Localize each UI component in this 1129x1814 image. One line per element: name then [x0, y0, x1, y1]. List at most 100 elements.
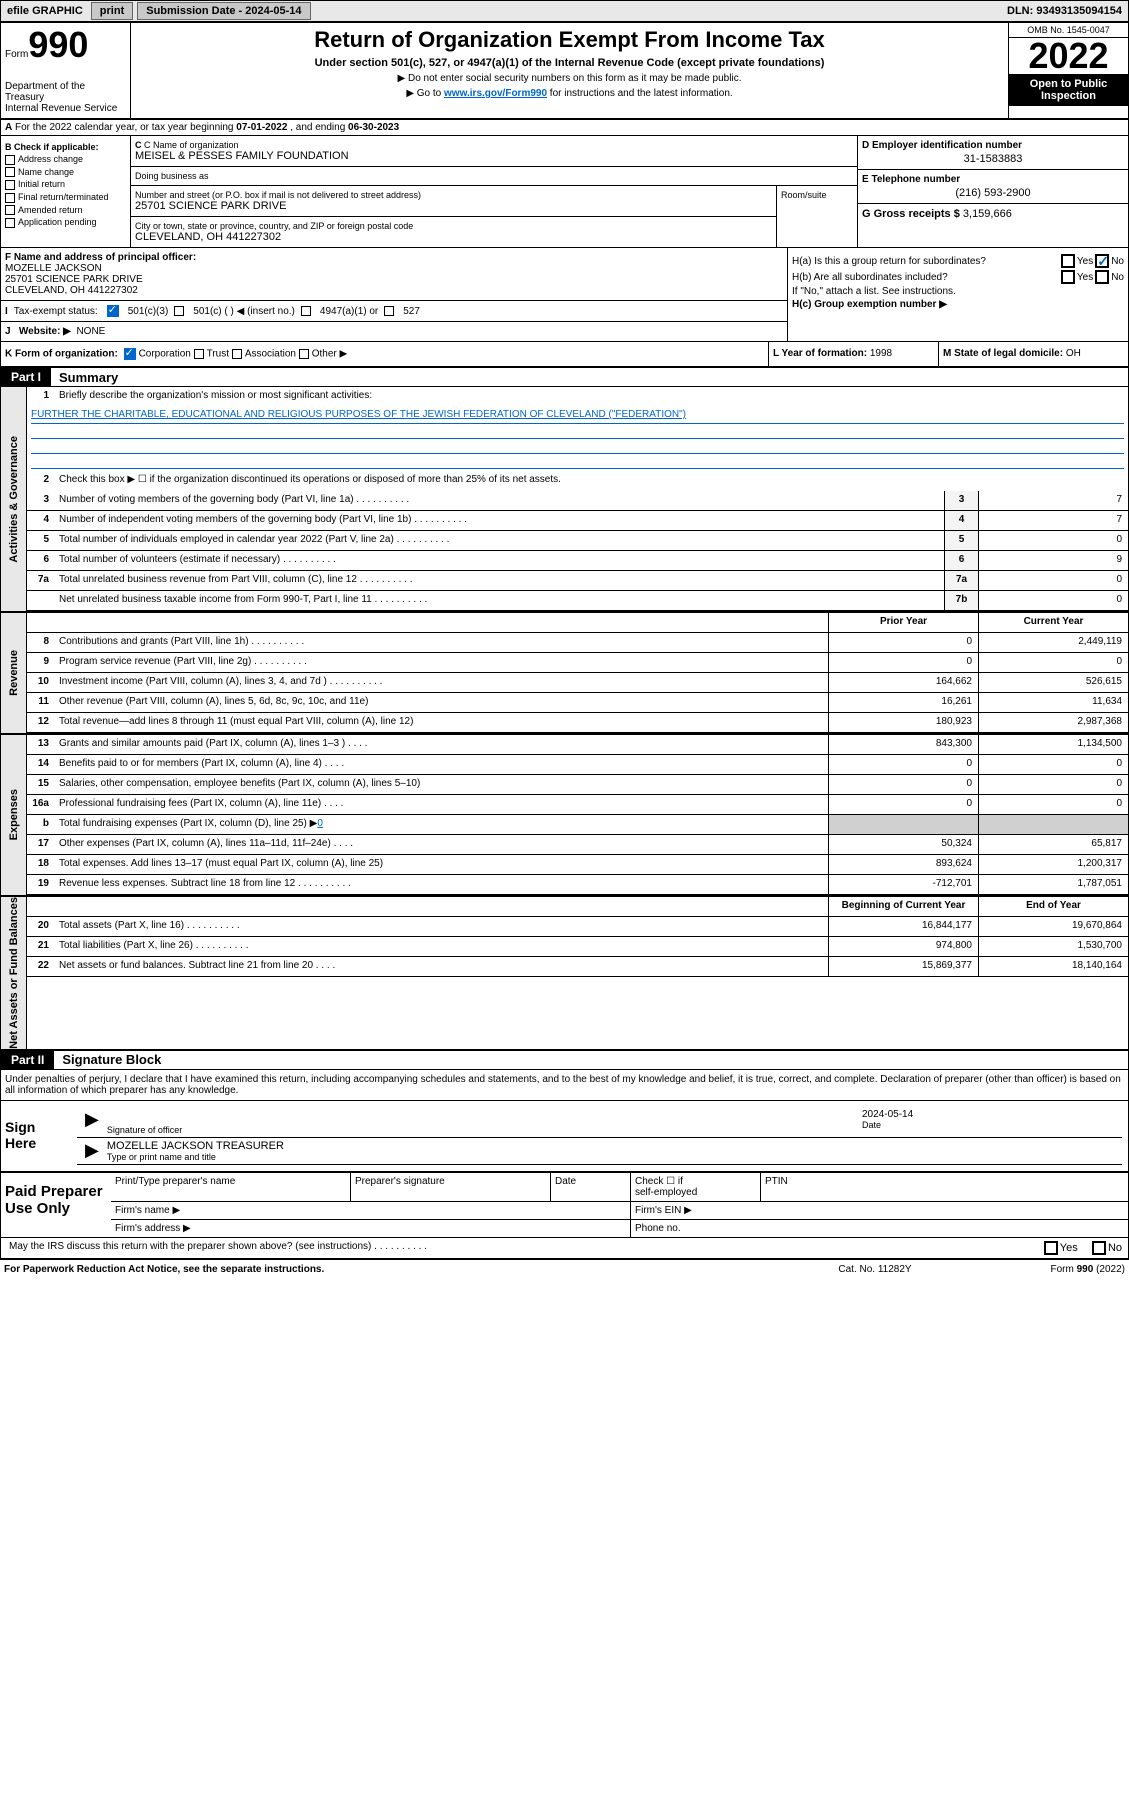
part-2-tag: Part II	[1, 1051, 54, 1069]
addr-label: Number and street (or P.O. box if mail i…	[135, 190, 772, 200]
officer-addr1: 25701 SCIENCE PARK DRIVE	[5, 274, 143, 285]
line-21-prior: 974,800	[828, 937, 978, 956]
chk-501c3[interactable]	[107, 305, 119, 317]
line-12-label: Total revenue—add lines 8 through 11 (mu…	[55, 713, 828, 732]
side-tab-net-assets: Net Assets or Fund Balances	[1, 897, 27, 1049]
efile-label: efile GRAPHIC	[1, 5, 89, 17]
chk-other[interactable]	[299, 349, 309, 359]
chk-address-change[interactable]: Address change	[5, 154, 126, 165]
ha-label: H(a) Is this a group return for subordin…	[792, 256, 1059, 267]
chk-corp[interactable]	[124, 348, 136, 360]
print-button[interactable]: print	[91, 2, 133, 20]
line-17-prior: 50,324	[828, 835, 978, 854]
chk-hb-no[interactable]	[1095, 270, 1109, 284]
line-17-label: Other expenses (Part IX, column (A), lin…	[55, 835, 828, 854]
col-l-year: L Year of formation: 1998	[768, 342, 938, 366]
topbar: efile GRAPHIC print Submission Date - 20…	[0, 0, 1129, 22]
chk-ha-no[interactable]	[1095, 254, 1109, 268]
part-1-header: Part I Summary	[1, 368, 1128, 387]
cell-i-tax-status: I Tax-exempt status: 501(c)(3) 501(c) ( …	[1, 301, 787, 322]
line-7a-val: 0	[978, 571, 1128, 590]
col-beginning: Beginning of Current Year	[828, 897, 978, 916]
line-21-label: Total liabilities (Part X, line 26)	[55, 937, 828, 956]
chk-trust[interactable]	[194, 349, 204, 359]
section-activities: Activities & Governance 1 Briefly descri…	[1, 387, 1128, 613]
tax-year: 2022	[1009, 38, 1128, 74]
officer-name: MOZELLE JACKSON	[5, 263, 102, 274]
col-b-checkboxes: B Check if applicable: Address change Na…	[1, 136, 131, 247]
chk-final-return[interactable]: Final return/terminated	[5, 192, 126, 203]
chk-name-change[interactable]: Name change	[5, 167, 126, 178]
line-2-label: Check this box ▶ ☐ if the organization d…	[55, 471, 1128, 491]
col-k-form-org: K Form of organization: Corporation Trus…	[1, 342, 768, 366]
ein-value: 31-1583883	[862, 153, 1124, 165]
section-revenue: Revenue Prior YearCurrent Year 8Contribu…	[1, 613, 1128, 735]
col-d-ein-phone: D Employer identification number 31-1583…	[858, 136, 1128, 247]
line-18-label: Total expenses. Add lines 13–17 (must eq…	[55, 855, 828, 874]
footer-mid: Cat. No. 11282Y	[775, 1264, 975, 1275]
line-13-label: Grants and similar amounts paid (Part IX…	[55, 735, 828, 754]
chk-4947[interactable]	[301, 306, 311, 316]
chk-hb-yes[interactable]	[1061, 270, 1075, 284]
footer-left: For Paperwork Reduction Act Notice, see …	[4, 1264, 775, 1275]
row-a-tax-year: A For the 2022 calendar year, or tax yea…	[1, 120, 1128, 136]
irs-discuss-text: May the IRS discuss this return with the…	[1, 1238, 928, 1258]
line-16a-label: Professional fundraising fees (Part IX, …	[55, 795, 828, 814]
signature-intro: Under penalties of perjury, I declare th…	[1, 1070, 1128, 1101]
mission-text: FURTHER THE CHARITABLE, EDUCATIONAL AND …	[27, 407, 1128, 471]
arrow-icon: ▶	[77, 1140, 107, 1162]
form-link-row: ▶ Go to www.irs.gov/Form990 for instruct…	[139, 88, 1000, 99]
part-2-header: Part II Signature Block	[1, 1051, 1128, 1070]
chk-amended-return[interactable]: Amended return	[5, 205, 126, 216]
line-9-current: 0	[978, 653, 1128, 672]
irs-link[interactable]: www.irs.gov/Form990	[444, 88, 547, 99]
line-11-current: 11,634	[978, 693, 1128, 712]
chk-ha-yes[interactable]	[1061, 254, 1075, 268]
sig-name-title-label: Type or print name and title	[107, 1152, 1122, 1162]
sig-name-title: MOZELLE JACKSON TREASURER	[107, 1140, 1122, 1152]
city-value: CLEVELAND, OH 441227302	[135, 231, 772, 243]
hb-note: If "No," attach a list. See instructions…	[792, 286, 1124, 297]
submission-date-button[interactable]: Submission Date - 2024-05-14	[137, 2, 310, 20]
line-4-val: 7	[978, 511, 1128, 530]
line-7b-label: Net unrelated business taxable income fr…	[55, 591, 944, 610]
line-13-prior: 843,300	[828, 735, 978, 754]
chk-discuss-no[interactable]	[1092, 1241, 1106, 1255]
form-number: 990	[28, 27, 88, 63]
chk-application-pending[interactable]: Application pending	[5, 217, 126, 228]
form-subtitle: Under section 501(c), 527, or 4947(a)(1)…	[139, 57, 1000, 69]
chk-discuss-yes[interactable]	[1044, 1241, 1058, 1255]
cell-j-website: J Website: ▶ NONE	[1, 322, 787, 341]
section-expenses: Expenses 13Grants and similar amounts pa…	[1, 735, 1128, 897]
line-11-label: Other revenue (Part VIII, column (A), li…	[55, 693, 828, 712]
chk-assoc[interactable]	[232, 349, 242, 359]
link-pre: ▶ Go to	[406, 88, 444, 99]
header-right: OMB No. 1545-0047 2022 Open to Public In…	[1008, 23, 1128, 118]
line-10-prior: 164,662	[828, 673, 978, 692]
line-3-val: 7	[978, 491, 1128, 510]
chk-527[interactable]	[384, 306, 394, 316]
mission-line-1: FURTHER THE CHARITABLE, EDUCATIONAL AND …	[31, 409, 1124, 424]
cell-f-officer: F Name and address of principal officer:…	[1, 248, 787, 301]
paid-c4: Check ☐ ifself-employed	[631, 1173, 761, 1201]
line-8-label: Contributions and grants (Part VIII, lin…	[55, 633, 828, 652]
org-name-label: C C Name of organization	[135, 140, 853, 150]
sign-here-label: Sign Here	[1, 1101, 71, 1171]
paid-preparer-block: Paid Preparer Use Only Print/Type prepar…	[1, 1173, 1128, 1238]
side-tab-activities: Activities & Governance	[1, 387, 27, 611]
line-10-current: 526,615	[978, 673, 1128, 692]
line-18-prior: 893,624	[828, 855, 978, 874]
sign-here-block: Sign Here ▶ Signature of officer 2024-05…	[1, 1101, 1128, 1173]
paid-preparer-label: Paid Preparer Use Only	[1, 1173, 111, 1237]
chk-501c[interactable]	[174, 306, 184, 316]
open-inspection: Open to Public Inspection	[1009, 74, 1128, 106]
form-title: Return of Organization Exempt From Incom…	[139, 27, 1000, 53]
col-prior-year: Prior Year	[828, 613, 978, 632]
website-value: NONE	[76, 326, 105, 337]
chk-initial-return[interactable]: Initial return	[5, 179, 126, 190]
line-1-label: Briefly describe the organization's miss…	[55, 387, 1128, 407]
paid-c1: Print/Type preparer's name	[111, 1173, 351, 1201]
ein-label: D Employer identification number	[862, 140, 1124, 151]
line-4-label: Number of independent voting members of …	[55, 511, 944, 530]
page-footer: For Paperwork Reduction Act Notice, see …	[0, 1260, 1129, 1279]
